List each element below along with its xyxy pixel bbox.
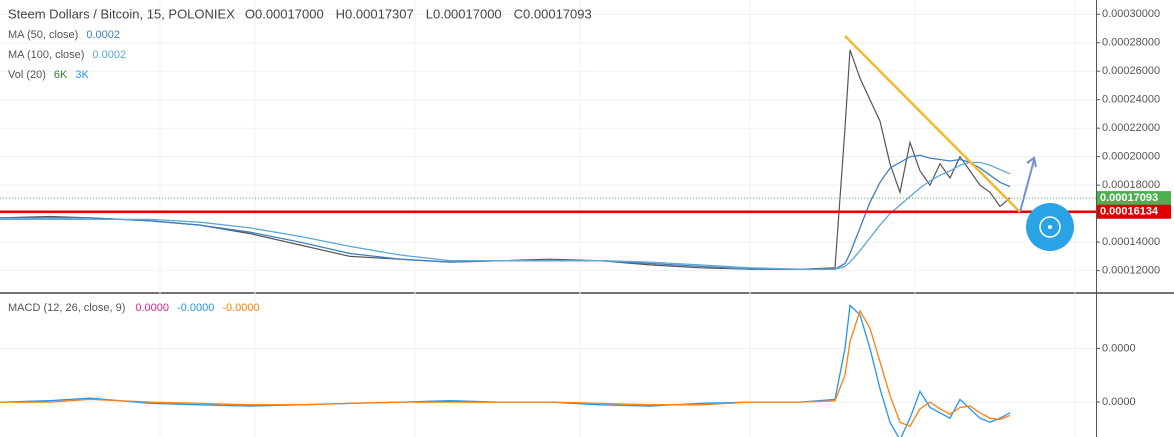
y-tick-label: 0.00024000 [1102,94,1160,106]
plot-area [0,49,1096,437]
price-label-box [1097,191,1171,206]
series-line [0,154,1011,270]
y-tick-label: 0.00022000 [1102,122,1160,134]
y-tick-label: 0.00014000 [1102,236,1160,248]
ohlc-value: H0.00017307 [336,6,414,21]
legend-value: -0.0000 [177,302,214,314]
price-axis: 0.000120000.000140000.000160000.00018000… [1096,8,1171,408]
legend-label: Vol (20) [8,69,46,81]
legend-value: 0.0002 [92,49,126,61]
legend-label: MA (50, close) [8,29,78,41]
legend-value: -0.0000 [222,302,259,314]
series-line [0,161,1011,270]
y-tick-label: 0.0000 [1102,396,1136,408]
legend-value: 6K [54,69,68,81]
chart-title: MACD (12, 26, close, 9) [8,302,125,314]
y-tick-label: 0.00026000 [1102,65,1160,77]
drawing-tool-dot [1048,225,1052,229]
legend-value: 0.0002 [86,29,120,41]
y-tick-label: 0.0000 [1102,342,1136,354]
price-label: 0.00016134 [1100,206,1159,218]
legend-label: MA (100, close) [8,49,84,61]
y-tick-label: 0.00030000 [1102,8,1160,20]
ohlc-value: L0.00017000 [426,6,502,21]
trend-line [844,35,1021,213]
series-line [0,309,1011,428]
legend-value: 0.0000 [135,302,169,314]
legend-value: 3K [75,69,89,81]
arrow-shaft [1019,159,1035,213]
ohlc-value: O0.00017000 [245,6,324,21]
y-tick-label: 0.00028000 [1102,37,1160,49]
price-label-box [1097,204,1171,219]
drawing-tool-icon [1039,216,1061,238]
legend: Steem Dollars / Bitcoin, 15, POLONIEX O0.… [8,6,592,313]
y-tick-label: 0.00018000 [1102,179,1160,191]
arrow-head [1026,156,1037,168]
ohlc-value: C0.00017093 [514,6,592,21]
y-tick-label: 0.00012000 [1102,265,1160,277]
y-tick-label: 0.00020000 [1102,151,1160,163]
price-label: 0.00017093 [1100,192,1158,204]
chart-title: Steem Dollars / Bitcoin, 15, POLONIEX [8,6,235,21]
